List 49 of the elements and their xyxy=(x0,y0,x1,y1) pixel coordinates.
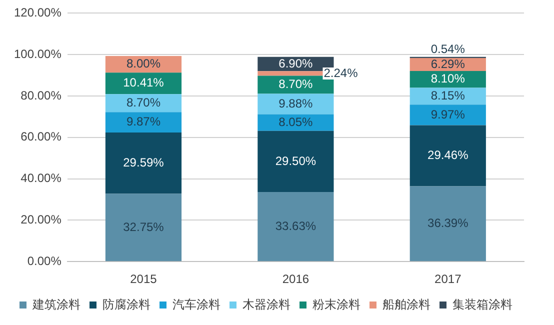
data-label: 8.15% xyxy=(430,88,466,103)
data-label: 6.90% xyxy=(278,56,314,70)
y-tick-label: 100.00% xyxy=(14,46,62,61)
y-tick-label: 60.00% xyxy=(20,130,62,144)
bar xyxy=(258,192,334,262)
legend-label: 粉末涂料 xyxy=(312,297,360,312)
x-tick-label: 2016 xyxy=(282,272,310,286)
legend-label: 船舶涂料 xyxy=(382,297,430,312)
y-tick-label: 120.00% xyxy=(14,6,62,20)
data-label: 33.63% xyxy=(275,218,316,233)
y-tick-label: 80.00% xyxy=(20,88,62,102)
bar xyxy=(105,94,182,112)
bar xyxy=(105,72,182,94)
data-label: 10.41% xyxy=(123,76,164,90)
legend-label: 木器涂料 xyxy=(242,297,290,312)
bar xyxy=(105,112,182,133)
bar xyxy=(410,104,486,126)
legend-label: 集装箱涂料 xyxy=(452,297,512,312)
data-label: 32.75% xyxy=(123,220,164,234)
y-tick-label: 0.00% xyxy=(27,254,62,268)
data-label: 9.87% xyxy=(126,114,161,129)
data-label: 9.88% xyxy=(278,96,314,110)
data-label: 2.24% xyxy=(324,66,358,80)
data-label: 29.46% xyxy=(428,148,469,162)
bar xyxy=(105,132,182,194)
legend-label: 防腐涂料 xyxy=(102,297,150,312)
data-label: 0.54% xyxy=(430,42,466,56)
bar xyxy=(105,194,182,262)
x-tick-label: 2015 xyxy=(130,272,158,286)
data-label: 8.05% xyxy=(278,114,314,129)
data-label: 8.10% xyxy=(430,72,466,86)
data-label: 6.29% xyxy=(430,56,466,71)
data-label: 36.39% xyxy=(428,216,469,230)
data-label: 8.00% xyxy=(126,56,161,71)
bar xyxy=(410,71,486,88)
data-label: 29.50% xyxy=(275,154,316,168)
legend-label: 汽车涂料 xyxy=(172,297,220,312)
bar xyxy=(410,125,486,186)
x-tick-label: 2017 xyxy=(434,272,462,286)
y-tick-label: 40.00% xyxy=(20,171,62,186)
bar xyxy=(258,94,334,114)
bar xyxy=(258,130,334,192)
data-label: 9.97% xyxy=(430,107,466,122)
data-label: 8.70% xyxy=(278,77,314,92)
bar xyxy=(410,186,486,262)
legend-label: 建筑涂料 xyxy=(32,297,80,312)
y-tick-label: 20.00% xyxy=(20,212,62,227)
data-label: 29.59% xyxy=(123,155,164,170)
data-label: 8.70% xyxy=(126,95,161,110)
